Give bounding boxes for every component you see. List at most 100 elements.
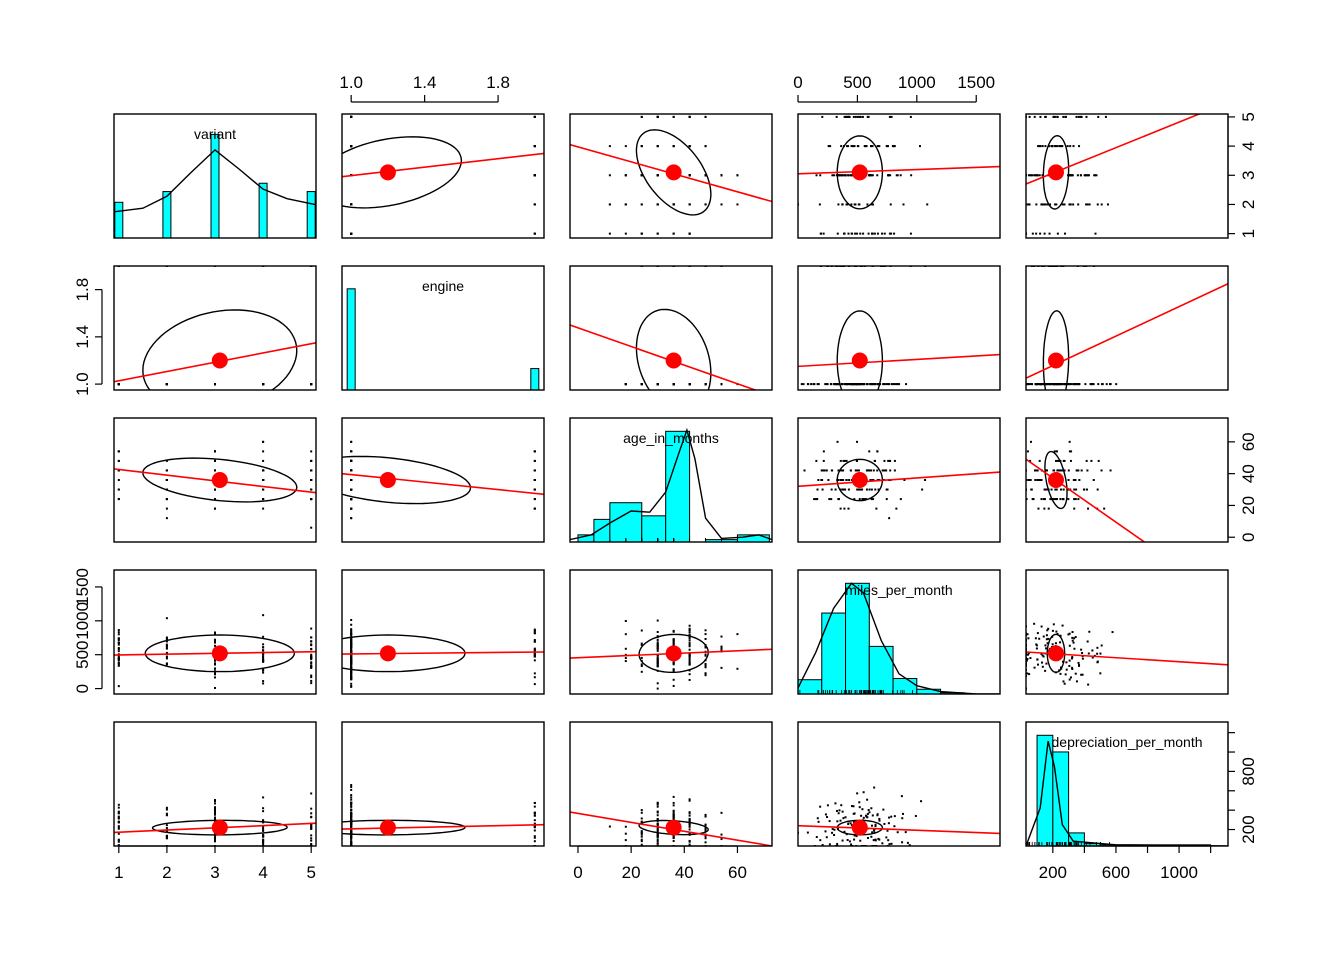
data-point xyxy=(1064,673,1067,676)
data-point xyxy=(262,653,265,656)
data-point xyxy=(1087,507,1090,510)
data-point xyxy=(688,383,691,386)
data-point xyxy=(1038,145,1041,148)
mean-point xyxy=(1047,164,1064,181)
data-point xyxy=(819,174,822,177)
data-point xyxy=(688,631,691,634)
data-point xyxy=(918,145,921,148)
data-point xyxy=(876,813,879,816)
data-point xyxy=(844,488,847,491)
data-point xyxy=(1044,203,1047,206)
data-point xyxy=(262,838,265,841)
data-point xyxy=(310,839,313,842)
data-point xyxy=(350,115,353,118)
data-point xyxy=(117,844,120,846)
data-point xyxy=(640,843,643,846)
data-point xyxy=(533,826,536,829)
data-point xyxy=(1031,174,1034,177)
data-point xyxy=(876,383,879,386)
scatter-panel-miles_per_month-vs-depreciation_per_month xyxy=(1025,569,1229,695)
data-point xyxy=(848,840,851,843)
data-point xyxy=(117,664,120,667)
panel-border xyxy=(797,721,1001,847)
data-point xyxy=(847,823,850,826)
data-point xyxy=(853,145,856,148)
tick-label: 200 xyxy=(1239,815,1258,843)
data-point xyxy=(350,805,353,808)
data-point xyxy=(165,657,168,660)
data-point xyxy=(350,630,353,633)
data-point xyxy=(533,819,536,822)
data-point xyxy=(704,638,707,641)
data-point xyxy=(656,803,659,806)
data-point xyxy=(688,673,691,676)
data-point xyxy=(262,507,265,510)
data-point xyxy=(1087,174,1090,177)
data-point xyxy=(1084,383,1087,386)
data-point xyxy=(840,145,843,148)
data-point xyxy=(864,145,867,148)
data-point xyxy=(656,647,659,650)
data-point xyxy=(688,639,691,642)
correlation-ellipse xyxy=(1044,450,1068,510)
data-point xyxy=(1101,383,1104,386)
data-point xyxy=(1039,145,1042,148)
data-point xyxy=(214,676,216,679)
data-point xyxy=(1037,479,1040,481)
data-point xyxy=(350,628,353,631)
data-point xyxy=(924,479,927,481)
mean-point xyxy=(379,164,396,181)
correlation-ellipse xyxy=(342,634,466,673)
data-point xyxy=(310,674,313,677)
data-point xyxy=(1076,469,1079,472)
data-point xyxy=(117,810,120,813)
data-point xyxy=(878,819,881,822)
data-point xyxy=(656,635,659,638)
panel-content xyxy=(342,618,544,688)
histogram-bar xyxy=(868,645,894,694)
data-point xyxy=(1041,661,1044,664)
data-point xyxy=(688,798,691,801)
data-point xyxy=(672,795,675,798)
data-point xyxy=(839,488,842,491)
data-point xyxy=(1070,657,1073,660)
data-point xyxy=(117,803,120,806)
data-point xyxy=(885,488,888,491)
data-point xyxy=(887,839,890,842)
data-point xyxy=(640,838,643,841)
diagonal-panel-age_in_months: age_in_months xyxy=(569,417,773,543)
data-point xyxy=(1057,383,1060,386)
data-point xyxy=(165,643,168,646)
regression-line xyxy=(798,471,1000,488)
panel-border xyxy=(797,113,1001,239)
data-point xyxy=(672,809,675,812)
data-point xyxy=(117,647,120,650)
data-point xyxy=(533,640,536,643)
data-point xyxy=(1070,450,1073,453)
data-point xyxy=(533,835,536,838)
data-point xyxy=(1060,145,1063,148)
data-point xyxy=(1033,666,1036,669)
data-point xyxy=(1037,145,1040,148)
data-point xyxy=(850,824,853,827)
data-point xyxy=(861,808,864,811)
data-point xyxy=(1071,639,1074,642)
data-point xyxy=(117,629,120,632)
data-point xyxy=(874,823,877,826)
data-point xyxy=(310,383,313,386)
panel-border xyxy=(569,113,773,239)
data-point xyxy=(656,662,659,665)
data-point xyxy=(1099,652,1102,655)
data-point xyxy=(350,629,353,632)
data-point xyxy=(1071,631,1074,634)
data-point xyxy=(656,115,659,118)
data-point xyxy=(688,799,691,802)
data-point xyxy=(1060,469,1063,472)
data-point xyxy=(843,383,846,386)
data-point xyxy=(826,804,829,807)
panel-border xyxy=(113,417,317,543)
data-point xyxy=(1100,644,1103,647)
data-point xyxy=(878,145,881,148)
data-point xyxy=(849,174,852,177)
